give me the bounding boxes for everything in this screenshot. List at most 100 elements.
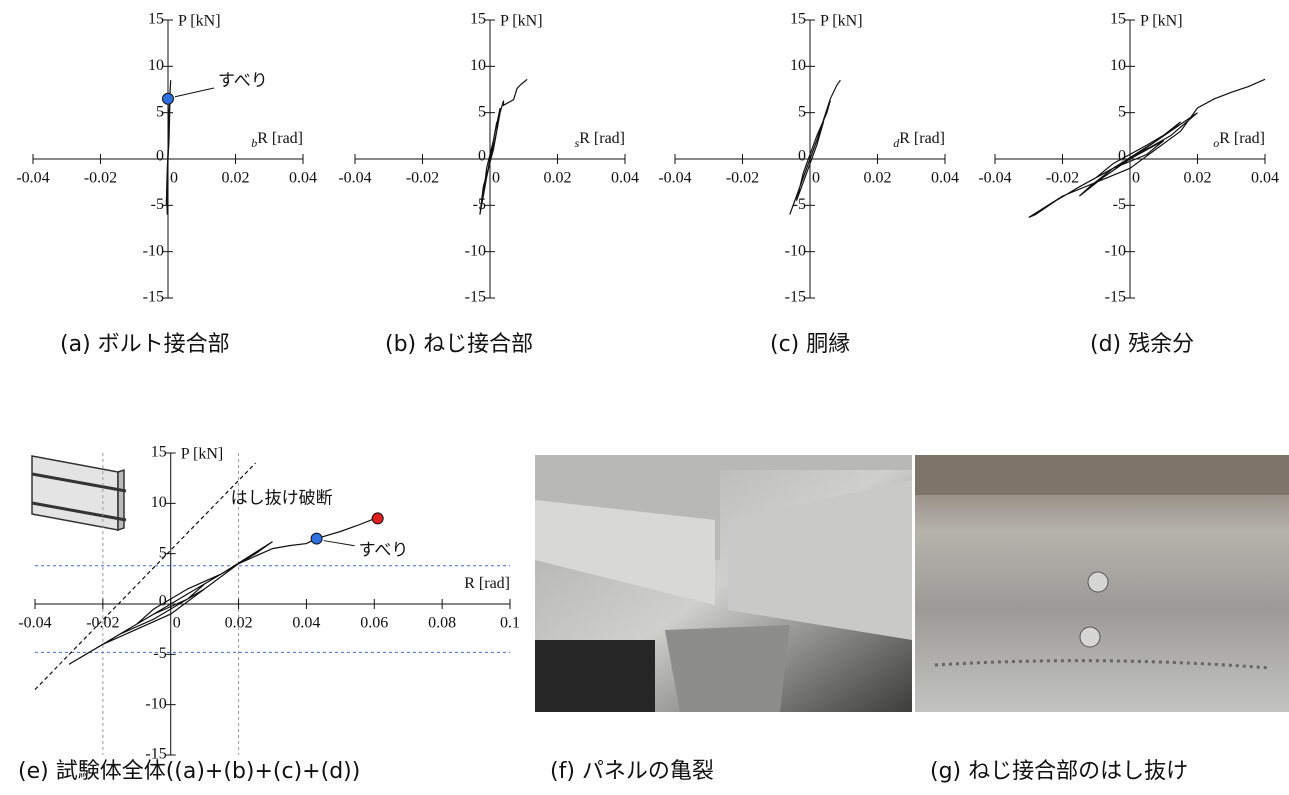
x-tick-label: 0.04	[611, 170, 639, 187]
chart-caption: (c) 胴縁	[770, 332, 850, 357]
x-axis-label: dR [rad]	[893, 130, 945, 150]
x-tick-label: 0.02	[225, 615, 253, 632]
annotation-label: すべり	[218, 71, 268, 91]
y-tick-label: -10	[465, 242, 486, 259]
y-tick-label: 5	[1118, 103, 1126, 120]
x-tick-label: -0.04	[338, 170, 371, 187]
chart-caption: (e) 試験体全体((a)+(b)+(c)+(d))	[18, 759, 360, 784]
chart-caption: (b) ねじ接合部	[385, 332, 533, 357]
x-axis-label: sR [rad]	[575, 130, 625, 150]
x-axis-label-sub: s	[575, 136, 580, 150]
y-tick-label: -15	[785, 289, 806, 306]
y-tick-label: 0	[798, 148, 806, 165]
x-axis-label-sub: d	[893, 136, 900, 150]
x-axis-label-main: R [rad]	[579, 130, 625, 147]
hysteresis-curve	[1028, 78, 1266, 218]
y-tick-label: 15	[151, 444, 167, 461]
y-axis-label: P [kN]	[1140, 13, 1183, 30]
y-tick-label: 0	[156, 148, 164, 165]
photo-g	[915, 455, 1289, 712]
y-axis-label: P [kN]	[181, 446, 224, 463]
x-tick-label: 0.02	[864, 170, 892, 187]
y-tick-label: 10	[151, 494, 167, 511]
chart-caption: (d) 残余分	[1090, 332, 1194, 357]
panel-icon	[31, 455, 127, 532]
y-tick-label: 5	[798, 103, 806, 120]
y-tick-label: -10	[785, 242, 806, 259]
y-tick-label: -5	[151, 196, 164, 213]
x-axis-label-main: R [rad]	[899, 130, 945, 147]
x-axis-label-main: R [rad]	[257, 130, 303, 147]
x-axis-label-main: R [rad]	[1219, 130, 1265, 147]
x-tick-label: -0.04	[658, 170, 691, 187]
event-point	[371, 512, 384, 525]
y-tick-label: -10	[143, 242, 164, 259]
y-tick-label: 15	[790, 11, 806, 28]
x-tick-label: 0.02	[544, 170, 572, 187]
x-tick-label: -0.02	[84, 170, 117, 187]
x-tick-label: -0.02	[1046, 170, 1079, 187]
x-axis-label: bR [rad]	[251, 130, 303, 150]
annotation-arrow	[323, 540, 355, 547]
y-tick-label: 10	[470, 57, 486, 74]
event-point	[162, 92, 174, 105]
y-axis-label: P [kN]	[820, 13, 863, 30]
photo-caption: (f) パネルの亀裂	[550, 759, 714, 784]
x-tick-label: 0.02	[222, 170, 250, 187]
y-tick-label: 0	[478, 148, 486, 165]
y-tick-label: 10	[1110, 57, 1126, 74]
photo-caption: (g) ねじ接合部のはし抜け	[930, 759, 1188, 784]
x-tick-label: 0	[1132, 170, 1140, 187]
chart-caption: (a) ボルト接合部	[60, 332, 230, 357]
x-tick-label: -0.02	[86, 615, 119, 632]
annotation-arrow	[174, 87, 215, 98]
x-tick-label: 0	[492, 170, 500, 187]
hysteresis-curve	[789, 79, 841, 215]
hysteresis-curve	[165, 80, 172, 215]
annotation-label: はし抜け破断	[231, 488, 333, 508]
y-tick-label: 5	[478, 103, 486, 120]
y-tick-label: 15	[470, 11, 486, 28]
y-tick-label: -15	[465, 289, 486, 306]
x-tick-label: -0.04	[978, 170, 1011, 187]
x-tick-label: 0.04	[931, 170, 959, 187]
x-axis-label-sub: b	[251, 136, 257, 150]
y-tick-label: 0	[159, 593, 167, 610]
x-axis-label-sub: o	[1213, 136, 1219, 150]
y-tick-label: -15	[145, 746, 166, 763]
x-tick-label: 0.1	[500, 615, 520, 632]
x-tick-label: 0.04	[292, 615, 320, 632]
x-tick-label: 0	[173, 615, 181, 632]
y-tick-label: -5	[793, 196, 806, 213]
x-tick-label: -0.04	[18, 615, 51, 632]
y-tick-label: -15	[143, 289, 164, 306]
y-tick-label: -5	[473, 196, 486, 213]
x-tick-label: 0.02	[1184, 170, 1212, 187]
reference-diagonal	[34, 462, 256, 690]
x-tick-label: -0.02	[726, 170, 759, 187]
x-tick-label: -0.04	[16, 170, 49, 187]
y-tick-label: -5	[153, 645, 166, 662]
x-axis-label: R [rad]	[464, 575, 510, 592]
y-tick-label: 15	[1110, 11, 1126, 28]
x-tick-label: 0	[170, 170, 178, 187]
y-tick-label: 5	[159, 544, 167, 561]
hysteresis-curve	[479, 78, 528, 215]
x-tick-label: 0.08	[428, 615, 456, 632]
y-tick-label: 15	[148, 11, 164, 28]
x-axis-label-main: R [rad]	[464, 575, 510, 592]
event-point	[310, 532, 323, 545]
y-axis-label: P [kN]	[178, 13, 221, 30]
y-tick-label: 10	[790, 57, 806, 74]
y-tick-label: 5	[156, 103, 164, 120]
annotation-label: すべり	[359, 541, 409, 561]
y-tick-label: -10	[1105, 242, 1126, 259]
y-tick-label: 0	[1118, 148, 1126, 165]
y-axis-label: P [kN]	[500, 13, 543, 30]
y-tick-label: 10	[148, 57, 164, 74]
photo-f	[535, 455, 912, 712]
x-tick-label: 0.04	[289, 170, 317, 187]
x-tick-label: 0	[812, 170, 820, 187]
